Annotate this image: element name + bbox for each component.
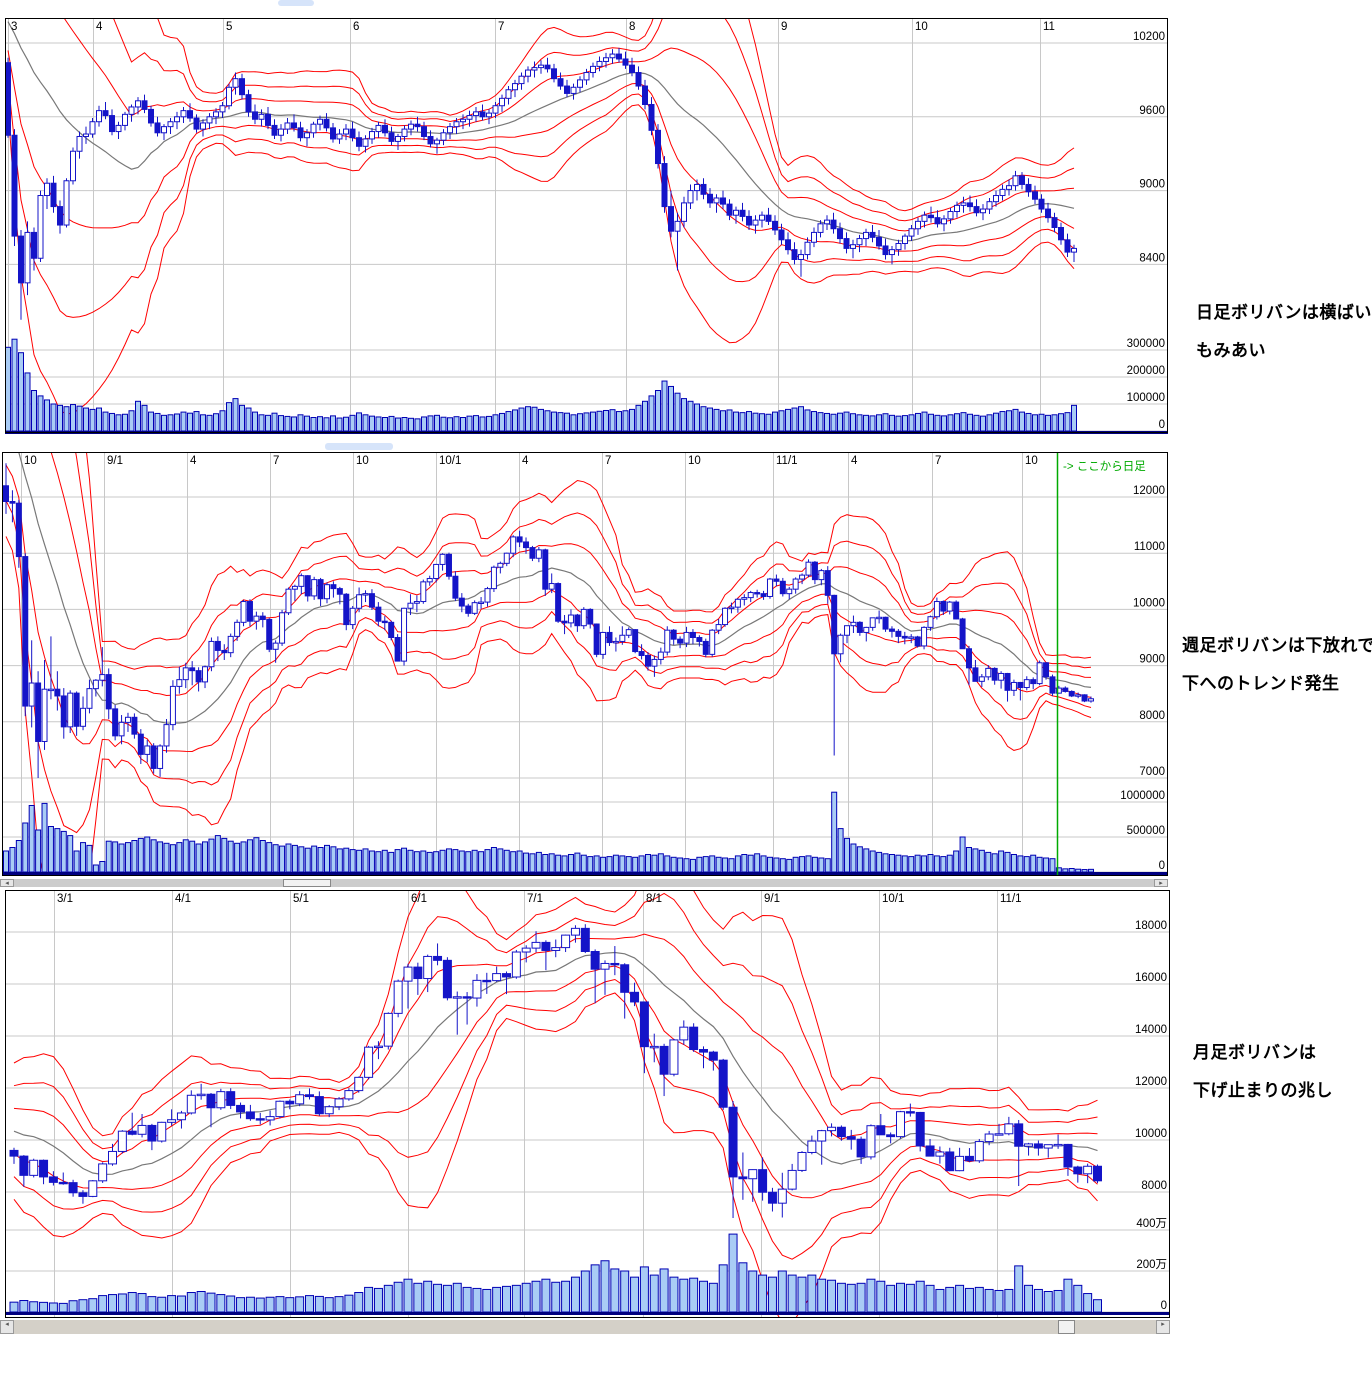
daily-start-marker-label: -> ここから日足: [1063, 460, 1146, 473]
volume-axis-label: 1000000: [1120, 790, 1165, 802]
price-axis-label: 8000: [1141, 1180, 1167, 1192]
x-axis-label: 10/1: [882, 893, 904, 905]
price-axis-label: 10000: [1135, 1128, 1167, 1140]
x-axis-label: 11/1: [1000, 893, 1022, 905]
annotation-weekly-line1: 週足ボリバンは下放れで: [1182, 636, 1372, 655]
daily-bollinger-chart: 3 4 5 6 7 8 9 10 11 10200 9600 9000 8400 300000 200000…: [5, 18, 1168, 434]
bollinger-bands: [5, 453, 1092, 875]
x-axis-label: 7/1: [527, 893, 543, 905]
price-axis-label: 9600: [1139, 105, 1165, 117]
artifact-mid: [325, 443, 393, 450]
price-axis-label: 8000: [1139, 710, 1165, 722]
x-axis-label: 6: [353, 21, 359, 33]
annotation-weekly-line2: 下へのトレンド発生: [1182, 674, 1340, 693]
x-axis-label: 7: [273, 455, 279, 467]
x-axis-label: 5/1: [293, 893, 309, 905]
volume-axis-label: 300000: [1127, 338, 1165, 350]
monthly-scrollbar[interactable]: ◂ ▸: [0, 1320, 1170, 1334]
price-axis-label: 9000: [1139, 179, 1165, 191]
price-axis-label: 14000: [1135, 1024, 1167, 1036]
volume-bars: [3, 791, 1094, 873]
x-axis-label: 3/1: [57, 893, 73, 905]
x-axis-label: 11/1: [776, 455, 798, 467]
price-axis-label: 8400: [1139, 252, 1165, 264]
x-axis-label: 4: [522, 455, 529, 467]
x-axis-label: 9/1: [107, 455, 123, 467]
volume-axis-label: 200万: [1136, 1259, 1167, 1271]
weekly-bollinger-chart: -> ここから日足 10 9/1 4 7 10 10/1 4 7 10 11/1 4 7 10 12000 1…: [2, 452, 1168, 876]
x-axis-label: 10: [688, 455, 701, 467]
x-axis-label: 10: [1025, 455, 1038, 467]
x-axis-label: 4/1: [175, 893, 191, 905]
candlesticks: [9, 924, 1102, 1218]
volume-axis-label: 0: [1159, 860, 1165, 872]
x-axis-label: 4: [96, 21, 103, 33]
annotation-monthly-line1: 月足ボリバンは: [1193, 1043, 1317, 1062]
price-axis-label: 16000: [1135, 972, 1167, 984]
volume-axis-label: 0: [1161, 1300, 1167, 1312]
volume-bars: [5, 338, 1077, 432]
x-axis-label: 7: [498, 21, 504, 33]
volume-bars: [9, 1233, 1102, 1313]
x-axis-label: 5: [226, 21, 232, 33]
candlesticks: [5, 47, 1077, 320]
candlesticks: [3, 463, 1094, 778]
x-axis-label: 7: [935, 455, 941, 467]
annotation-monthly-line2: 下げ止まりの兆し: [1193, 1081, 1333, 1100]
volume-axis-label: 100000: [1127, 392, 1165, 404]
monthly-scrollbar-thumb[interactable]: [1058, 1320, 1075, 1334]
x-axis-label: 7: [605, 455, 611, 467]
x-axis-label: 4: [851, 455, 858, 467]
weekly-scroll-left-button[interactable]: ◂: [0, 879, 14, 887]
volume-axis-label: 0: [1159, 419, 1165, 431]
monthly-scroll-right-button[interactable]: ▸: [1156, 1320, 1170, 1334]
weekly-scrollbar[interactable]: ◂ ▸: [0, 879, 1168, 887]
price-axis-label: 7000: [1139, 766, 1165, 778]
annotation-daily-line2: もみあい: [1196, 341, 1266, 360]
weekly-scroll-right-button[interactable]: ▸: [1154, 879, 1168, 887]
annotation-daily-line1: 日足ボリバンは横ばいで: [1196, 303, 1372, 322]
price-axis-label: 9000: [1139, 654, 1165, 666]
volume-axis-label: 500000: [1127, 825, 1165, 837]
x-axis-label: 10/1: [439, 455, 461, 467]
x-axis-label: 10: [356, 455, 369, 467]
x-axis-label: 6/1: [411, 893, 427, 905]
x-axis-label: 9/1: [764, 893, 780, 905]
price-axis-label: 11000: [1134, 541, 1165, 553]
artifact-top: [278, 0, 314, 6]
x-axis-label: 8: [629, 21, 635, 33]
x-axis-label: 11: [1043, 21, 1055, 33]
price-axis-label: 12000: [1135, 1076, 1167, 1088]
x-axis-label: 3: [11, 21, 17, 33]
x-axis-label: 10: [24, 455, 37, 467]
price-axis-label: 10200: [1133, 31, 1165, 43]
x-axis-label: 9: [781, 21, 787, 33]
monthly-scroll-left-button[interactable]: ◂: [0, 1320, 14, 1334]
x-axis-label: 10: [915, 21, 928, 33]
price-axis-label: 18000: [1135, 920, 1167, 932]
monthly-bollinger-chart: 3/1 4/1 5/1 6/1 7/1 8/1 9/1 10/1 11/1 18000 16000 1…: [5, 890, 1170, 1318]
price-axis-label: 12000: [1133, 485, 1165, 497]
x-axis-label: 4: [190, 455, 197, 467]
price-axis-label: 10000: [1133, 597, 1165, 609]
bollinger-bands: [7, 19, 1075, 415]
weekly-scrollbar-thumb[interactable]: [283, 879, 331, 887]
volume-axis-label: 400万: [1136, 1218, 1167, 1230]
x-axis-label: 8/1: [646, 893, 662, 905]
volume-axis-label: 200000: [1127, 365, 1165, 377]
